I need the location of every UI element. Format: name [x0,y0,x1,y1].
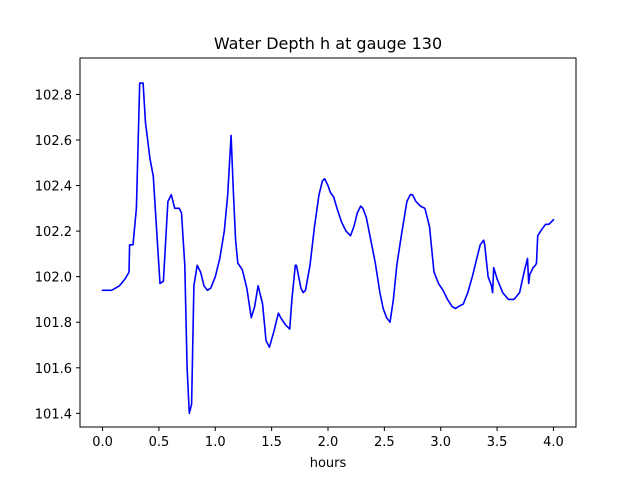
x-tick-label: 3.5 [487,435,508,450]
x-tick-label: 1.0 [205,435,226,450]
x-axis-label: hours [310,456,347,471]
x-tick-label: 0.5 [149,435,170,450]
x-axis: 0.0 0.5 1.0 1.5 2.0 2.5 3.0 3.5 4.0 [92,427,564,450]
x-tick-label: 3.0 [430,435,451,450]
chart-title: Water Depth h at gauge 130 [214,34,442,53]
x-tick-label: 4.0 [543,435,564,450]
y-tick-label: 102.2 [35,225,72,240]
y-tick-label: 101.8 [35,316,72,331]
series-line [101,82,555,415]
y-axis: 101.4 101.6 101.8 102.0 102.2 102.4 102.6 102.8 [35,88,80,422]
x-tick-label: 1.5 [261,435,282,450]
y-tick-label: 102.8 [35,88,72,103]
plot-frame [79,57,577,428]
plot-area [101,82,555,415]
y-tick-label: 102.6 [35,134,72,149]
x-tick-label: 2.0 [318,435,339,450]
y-tick-label: 101.6 [35,362,72,377]
y-tick-label: 102.0 [35,271,72,286]
y-tick-label: 101.4 [35,407,72,422]
y-tick-label: 102.4 [35,180,72,195]
x-tick-label: 2.5 [374,435,395,450]
x-tick-label: 0.0 [92,435,113,450]
